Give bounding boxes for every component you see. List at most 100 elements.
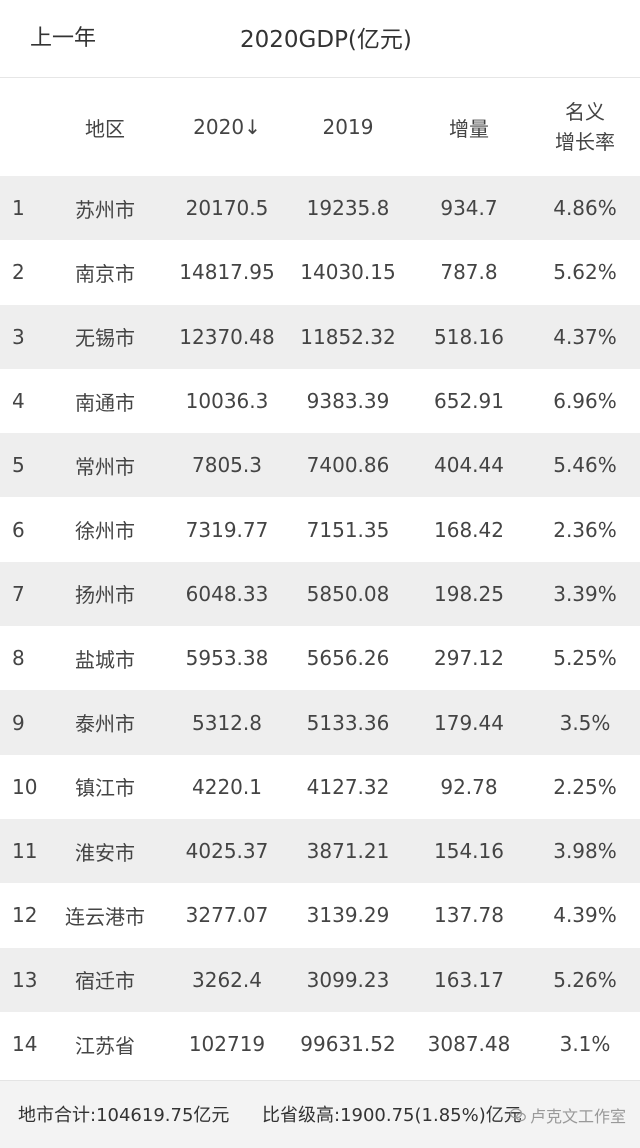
cell-growth-rate: 4.86%: [530, 176, 640, 241]
cell-rank: 13: [0, 947, 44, 1012]
table-row: 10 镇江市 4220.1 4127.32 92.78 2.25%: [0, 755, 640, 819]
cell-gdp-2019: 4127.32: [306, 774, 390, 799]
cell-gdp-2019: 19235.8: [288, 176, 408, 241]
cell-growth-rate: 4.37%: [530, 304, 640, 369]
table-row: 13 宿迁市 3262.4 3099.23 163.17 5.26%: [0, 947, 640, 1012]
cell-gdp-2020: 4220.1: [192, 774, 262, 799]
cell-gdp-2019: 9383.39: [306, 389, 390, 414]
cell-region: 无锡市: [44, 304, 166, 369]
watermark: 卢克文工作室: [509, 1103, 626, 1127]
table-row: 1 苏州市 20170.5 19235.8 934.7 4.86%: [0, 176, 640, 241]
header-2019[interactable]: 2019: [322, 115, 374, 139]
cell-growth-rate: 5.62%: [553, 260, 617, 285]
city-total: 地市合计:104619.75亿元: [18, 1105, 230, 1126]
table-row: 8 盐城市 5953.38 5656.26 297.12 5.25%: [0, 626, 640, 690]
cell-growth-rate: 6.96%: [553, 389, 617, 414]
cell-region: 宿迁市: [44, 947, 166, 1012]
cell-growth-rate: 5.26%: [530, 947, 640, 1012]
cell-gdp-2020: 14817.95: [179, 260, 275, 285]
cell-growth-rate: 3.39%: [530, 561, 640, 627]
wechat-icon: [509, 1108, 526, 1122]
header-increase[interactable]: 增量: [449, 116, 489, 141]
summary-footer: 地市合计:104619.75亿元 比省级高:1900.75(1.85%)亿元 卢…: [0, 1080, 640, 1148]
table-row: 4 南通市 10036.3 9383.39 652.91 6.96%: [0, 369, 640, 433]
cell-gdp-2020: 3262.4: [166, 947, 288, 1012]
cell-gdp-2019: 99631.52: [300, 1032, 396, 1056]
cell-increase: 297.12: [434, 646, 504, 671]
cell-region: 镇江市: [75, 776, 135, 801]
table-row: 11 淮安市 4025.37 3871.21 154.16 3.98%: [0, 818, 640, 884]
cell-gdp-2020: 5312.8: [166, 690, 288, 755]
cell-region: 淮安市: [44, 818, 166, 884]
cell-rank: 11: [0, 818, 44, 884]
cell-rank: 6: [12, 517, 25, 542]
cell-rank: 9: [0, 690, 44, 755]
cell-increase: 934.7: [408, 176, 530, 241]
cell-increase: 404.44: [408, 433, 530, 498]
difference-vs-province: 比省级高:1900.75(1.85%)亿元: [262, 1105, 522, 1126]
previous-year-button[interactable]: 上一年: [30, 26, 97, 51]
cell-gdp-2020: 4025.37: [166, 818, 288, 884]
cell-increase: 154.16: [408, 818, 530, 884]
cell-region: 江苏省: [75, 1033, 135, 1058]
cell-gdp-2020: 3277.07: [185, 903, 269, 928]
cell-rank: 7: [0, 561, 44, 627]
cell-gdp-2019: 3139.29: [306, 903, 390, 928]
cell-gdp-2020: 6048.33: [166, 561, 288, 627]
cell-gdp-2019: 5656.26: [306, 646, 390, 671]
header-growth-rate-line1: 名义: [565, 100, 605, 124]
table-header-row: 地区 2020↓ 2019 增量 名义 增长率: [0, 78, 640, 176]
cell-gdp-2019: 3099.23: [288, 947, 408, 1012]
table-row: 14 江苏省 102719 99631.52 3087.48 3.1%: [0, 1012, 640, 1076]
cell-rank: 10: [12, 774, 38, 799]
cell-rank: 14: [12, 1032, 38, 1056]
cell-gdp-2020: 20170.5: [166, 176, 288, 241]
table-body: 1 苏州市 20170.5 19235.8 934.7 4.86% 2 南京市 14817.95…: [0, 176, 640, 1076]
cell-growth-rate: 5.46%: [530, 433, 640, 498]
cell-growth-rate: 2.25%: [553, 774, 617, 799]
cell-region: 南通市: [75, 390, 135, 415]
cell-increase: 168.42: [434, 517, 504, 542]
cell-increase: 137.78: [434, 903, 504, 928]
cell-growth-rate: 3.1%: [559, 1032, 611, 1056]
cell-gdp-2020: 102719: [188, 1032, 266, 1056]
cell-growth-rate: 3.98%: [530, 818, 640, 884]
header-rank: [0, 78, 44, 176]
cell-growth-rate: 3.5%: [530, 690, 640, 755]
cell-gdp-2019: 7400.86: [288, 433, 408, 498]
cell-increase: 179.44: [408, 690, 530, 755]
table-row: 12 连云港市 3277.07 3139.29 137.78 4.39%: [0, 883, 640, 947]
cell-rank: 8: [12, 646, 25, 671]
cell-increase: 3087.48: [427, 1032, 511, 1056]
cell-increase: 92.78: [440, 774, 498, 799]
gdp-table: 地区 2020↓ 2019 增量 名义 增长率 1 苏州市 20170.5 19235…: [0, 78, 640, 1076]
cell-region: 徐州市: [75, 519, 135, 544]
page-title: 2020GDP(亿元): [240, 27, 412, 53]
watermark-text: 卢克文工作室: [529, 1107, 626, 1126]
header-growth-rate-line2: 增长率: [555, 130, 615, 154]
cell-gdp-2019: 5133.36: [288, 690, 408, 755]
cell-rank: 4: [12, 389, 25, 414]
cell-increase: 163.17: [408, 947, 530, 1012]
cell-rank: 12: [12, 903, 38, 928]
cell-growth-rate: 5.25%: [553, 646, 617, 671]
top-bar: 上一年 2020GDP(亿元): [0, 0, 640, 78]
header-region[interactable]: 地区: [85, 116, 125, 141]
cell-gdp-2020: 7805.3: [166, 433, 288, 498]
header-growth-rate[interactable]: 名义 增长率: [530, 78, 640, 176]
cell-region: 扬州市: [44, 561, 166, 627]
cell-gdp-2019: 7151.35: [306, 517, 390, 542]
header-2020-sort[interactable]: 2020↓: [193, 115, 261, 139]
cell-gdp-2020: 12370.48: [166, 304, 288, 369]
cell-gdp-2019: 3871.21: [288, 818, 408, 884]
cell-region: 常州市: [44, 433, 166, 498]
cell-region: 连云港市: [65, 904, 145, 929]
cell-rank: 5: [0, 433, 44, 498]
cell-gdp-2020: 7319.77: [185, 517, 269, 542]
cell-growth-rate: 2.36%: [553, 517, 617, 542]
cell-increase: 787.8: [440, 260, 498, 285]
table-row: 9 泰州市 5312.8 5133.36 179.44 3.5%: [0, 690, 640, 755]
cell-gdp-2020: 5953.38: [185, 646, 269, 671]
cell-gdp-2019: 11852.32: [288, 304, 408, 369]
cell-gdp-2020: 10036.3: [185, 389, 269, 414]
